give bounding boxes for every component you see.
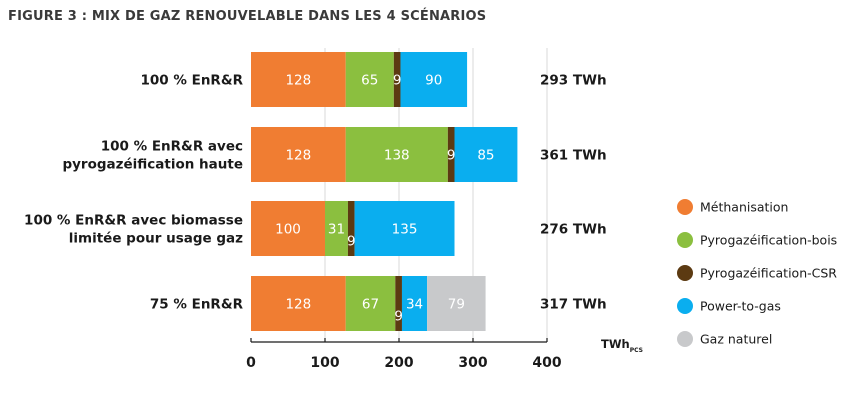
bar-segment	[395, 276, 402, 331]
bar-segment	[251, 276, 346, 331]
bar-value-label: 79	[448, 297, 465, 313]
bar-segment	[251, 127, 346, 182]
category-label: 100 % EnR&R	[140, 73, 243, 89]
legend-label: Pyrogazéification-CSR	[700, 266, 837, 281]
legend-swatch	[677, 298, 693, 314]
legend-label: Gaz naturel	[700, 332, 772, 347]
bar-segment	[345, 52, 394, 107]
bar-segment	[251, 201, 325, 256]
legend-label: Pyrogazéification-bois	[700, 233, 837, 248]
bar-segment	[401, 276, 428, 331]
bar-value-label: 138	[384, 148, 410, 164]
bar-segment	[251, 52, 346, 107]
bar-value-label: 9	[447, 148, 456, 164]
category-labels: 100 % EnR&R 100 % EnR&R avec pyrogazéifica…	[24, 73, 244, 313]
figure-title: FIGURE 3 : MIX DE GAZ RENOUVELABLE DANS …	[8, 9, 487, 24]
x-tick-label: 400	[532, 355, 561, 371]
category-label: pyrogazéification haute	[62, 157, 243, 173]
bar-value-label: 67	[362, 297, 379, 313]
legend-label: Power-to-gas	[700, 299, 781, 314]
bar-value-label: 34	[406, 297, 423, 313]
x-tick-label: 300	[458, 355, 487, 371]
legend-swatch	[677, 199, 693, 215]
bar-segment	[354, 201, 455, 256]
bar-value-label: 65	[361, 73, 378, 89]
legend: Méthanisation Pyrogazéification-bois Pyrog…	[677, 199, 837, 347]
bar-segment	[447, 127, 455, 182]
bar-segment	[393, 52, 401, 107]
legend-label: Méthanisation	[700, 200, 788, 215]
legend-swatch	[677, 265, 693, 281]
bar-segment	[427, 276, 486, 331]
x-tick-label: 100	[310, 355, 339, 371]
bar-segment	[345, 127, 448, 182]
bar-segment	[454, 127, 518, 182]
bar-value-label: 135	[392, 222, 418, 238]
bar-value-label: 31	[328, 222, 345, 238]
bar-value-label: 128	[285, 297, 311, 313]
total-label: 293 TWh	[540, 73, 607, 89]
bar-segment	[325, 201, 348, 256]
bar-value-label: 100	[275, 222, 301, 238]
x-tick-label: 200	[384, 355, 413, 371]
category-label: 100 % EnR&R avec biomasse	[24, 213, 243, 229]
bar-value-label: 9	[394, 309, 403, 325]
bar-value-label: 9	[347, 234, 356, 250]
category-label: 75 % EnR&R	[150, 297, 244, 313]
unit-label: TWhPCS	[601, 337, 643, 354]
bar-segment	[347, 201, 355, 256]
total-label: 361 TWh	[540, 148, 607, 164]
bar-value-label: 128	[285, 73, 311, 89]
bar-value-label: 85	[477, 148, 494, 164]
category-label: limitée pour usage gaz	[69, 231, 243, 247]
legend-swatch	[677, 331, 693, 347]
x-axis: 0 100 200 300 400 TWhPCS	[246, 337, 643, 371]
total-label: 317 TWh	[540, 297, 607, 313]
x-tick-label: 0	[246, 355, 256, 371]
legend-swatch	[677, 232, 693, 248]
total-labels: 293 TWh 361 TWh 276 TWh 317 TWh	[540, 73, 607, 313]
bar-value-label: 128	[285, 148, 311, 164]
bar-segment	[400, 52, 468, 107]
total-label: 276 TWh	[540, 222, 607, 238]
bar-value-label: 90	[425, 73, 442, 89]
bar-segment	[345, 276, 396, 331]
category-label: 100 % EnR&R avec	[101, 139, 243, 155]
bar-value-label: 9	[393, 73, 402, 89]
